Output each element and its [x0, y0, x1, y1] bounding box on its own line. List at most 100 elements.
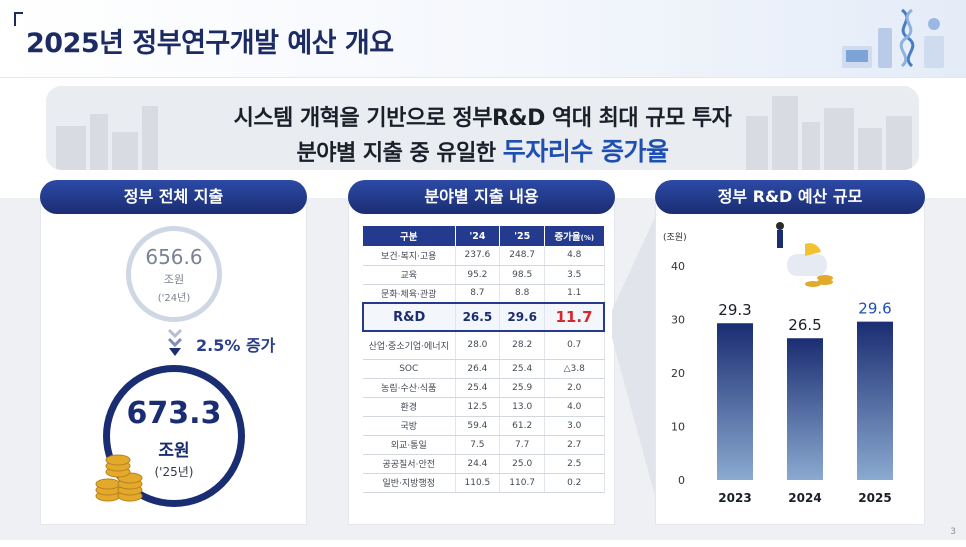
table-cell: 외교·통일	[363, 435, 456, 455]
table-cell: 일반·지방행정	[363, 473, 456, 493]
column-header-rate: 증가율(%)	[544, 226, 605, 246]
city-skyline-background	[46, 86, 919, 170]
table-row: 문화·체육·관광 8.7 8.8 1.1	[363, 284, 605, 304]
table-cell: 3.5	[544, 265, 605, 285]
table-cell: 28.0	[455, 331, 501, 360]
table-row: 농림·수산·식품 25.4 25.9 2.0	[363, 378, 605, 398]
table-cell: 13.0	[499, 397, 546, 417]
table-cell: 4.8	[544, 246, 605, 266]
table-row: 국방 59.4 61.2 3.0	[363, 416, 605, 436]
chevron-down-icon	[167, 328, 183, 356]
table-cell: 110.7	[499, 473, 546, 493]
headline-banner: 시스템 개혁을 기반으로 정부R&D 역대 최대 규모 투자 분야별 지출 중 …	[46, 86, 919, 170]
table-row: 교육 95.2 98.5 3.5	[363, 265, 605, 285]
table-cell: 25.9	[499, 378, 546, 398]
bar-value-label: 29.6	[858, 300, 891, 318]
table-cell: 7.5	[455, 435, 501, 455]
curr-total-unit: 조원	[158, 441, 190, 461]
table-cell: 12.5	[455, 397, 501, 417]
table-cell: 95.2	[455, 265, 501, 285]
table-row: 일반·지방행정 110.5 110.7 0.2	[363, 473, 605, 493]
table-row: 외교·통일 7.5 7.7 2.7	[363, 435, 605, 455]
table-cell: 국방	[363, 416, 456, 436]
rate-label: 증가율	[554, 232, 581, 243]
y-tick-label: 20	[671, 367, 685, 380]
table-cell: 교육	[363, 265, 456, 285]
column-header-2025: '25	[499, 226, 546, 246]
table-row-rd-highlight: R&D 26.5 29.6 11.7	[362, 302, 606, 332]
table-cell: 8.7	[455, 284, 501, 304]
rate-unit: (%)	[580, 234, 595, 242]
column-header-2024: '24	[455, 226, 501, 246]
bar-2023	[717, 323, 753, 480]
table-cell: 61.2	[499, 416, 546, 436]
table-cell: 24.4	[455, 454, 501, 474]
table-cell: 1.1	[544, 284, 605, 304]
bar-2024	[787, 338, 823, 480]
table-cell: 110.5	[455, 473, 501, 493]
table-cell: 59.4	[455, 416, 501, 436]
table-cell: 248.7	[499, 246, 546, 266]
y-tick-label: 40	[671, 260, 685, 273]
banner-headline-prefix: 분야별 지출 중 유일한	[296, 141, 503, 166]
table-cell: 2.5	[544, 454, 605, 474]
table-cell: 2.0	[544, 378, 605, 398]
x-tick-label: 2023	[718, 491, 751, 505]
table-cell: 4.0	[544, 397, 605, 417]
curr-total-circle: 673.3 조원 ('25년)	[103, 365, 245, 507]
rd-budget-bar-chart: (조원) 0 10 20 30 40 29.3 2023 26.5 2024 29.6 2025	[663, 222, 893, 505]
table-cell: 보건·복지·고용	[363, 246, 456, 266]
table-cell: 98.5	[499, 265, 546, 285]
page-title: 2025년 정부연구개발 예산 개요	[26, 28, 394, 59]
table-cell: 26.4	[455, 359, 501, 379]
table-cell: 28.2	[499, 331, 546, 360]
table-cell: 25.4	[499, 359, 546, 379]
table-cell: 25.0	[499, 454, 546, 474]
table-cell: 0.2	[544, 473, 605, 493]
y-tick-label: 0	[678, 474, 685, 487]
banner-headline-1: 시스템 개혁을 기반으로 정부R&D 역대 최대 규모 투자	[233, 106, 732, 131]
y-tick-label: 10	[671, 421, 685, 434]
table-row: 공공질서·안전 24.4 25.0 2.5	[363, 454, 605, 474]
table-cell: △3.8	[544, 359, 605, 379]
prev-total-unit: 조원	[163, 273, 185, 286]
table-cell: 0.7	[544, 331, 605, 360]
prev-total-circle: 656.6 조원 ('24년)	[126, 226, 222, 322]
prev-total-value: 656.6	[145, 245, 203, 269]
table-cell: 29.6	[499, 302, 546, 332]
title-corner-mark	[14, 12, 23, 26]
x-tick-label: 2025	[858, 491, 891, 505]
increase-rate: 2.5% 증가	[196, 336, 276, 355]
bar-value-label: 26.5	[788, 316, 821, 334]
table-row: 보건·복지·고용 237.6 248.7 4.8	[363, 246, 605, 266]
table-cell: 3.0	[544, 416, 605, 436]
banner-headline-2: 분야별 지출 중 유일한 두자리수 증가율	[46, 132, 919, 168]
sector-spending-table: 구분 '24 '25 증가율(%) 보건·복지·고용 237.6 248.7 4.8 …	[362, 226, 606, 493]
rd-budget-heading: 정부 R&D 예산 규모	[655, 180, 925, 214]
table-cell: 환경	[363, 397, 456, 417]
table-cell: 26.5	[455, 302, 501, 332]
y-tick-label: 30	[671, 314, 685, 327]
person-with-chart-icon	[776, 222, 833, 287]
table-cell: 2.7	[544, 435, 605, 455]
y-axis-label: (조원)	[663, 232, 687, 243]
table-cell: R&D	[362, 302, 456, 332]
sector-spending-heading: 분야별 지출 내용	[348, 180, 615, 214]
lab-illustration-icon	[842, 8, 944, 68]
header: 2025년 정부연구개발 예산 개요	[0, 0, 966, 78]
table-cell: 7.7	[499, 435, 546, 455]
table-cell: 8.8	[499, 284, 546, 304]
bar-2025	[857, 321, 893, 480]
banner-headline-highlight: 두자리수 증가율	[502, 137, 669, 166]
prev-total-year: ('24년)	[157, 293, 191, 304]
column-header-category: 구분	[363, 226, 456, 246]
table-cell: 11.7	[544, 302, 606, 332]
table-row: SOC 26.4 25.4 △3.8	[363, 359, 605, 379]
coin-stack-icon	[95, 454, 143, 502]
page-number: 3	[950, 527, 956, 537]
curr-total-year: ('25년)	[154, 465, 194, 479]
table-cell: 공공질서·안전	[363, 454, 456, 474]
table-row: 산업·중소기업·에너지 28.0 28.2 0.7	[363, 331, 605, 360]
table-row: 환경 12.5 13.0 4.0	[363, 397, 605, 417]
